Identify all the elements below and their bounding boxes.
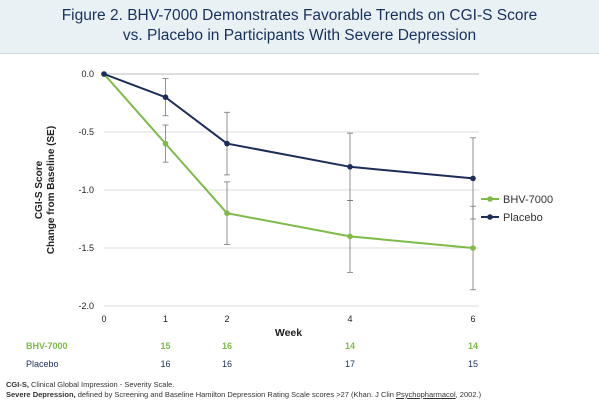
y-tick-label: 0.0 xyxy=(81,69,94,79)
y-tick-label: -1.5 xyxy=(78,243,94,253)
legend-marker-placebo xyxy=(487,214,493,220)
data-point-placebo xyxy=(162,94,169,100)
data-point-bhv-7000 xyxy=(347,233,353,240)
data-point-placebo xyxy=(470,175,476,182)
figure-header: Figure 2. BHV-7000 Demonstrates Favorabl… xyxy=(0,0,599,54)
x-axis-title: Week xyxy=(275,327,302,339)
series-line-placebo xyxy=(103,73,474,180)
n-table-cell-bhv-7000: 14 xyxy=(468,341,478,351)
n-table-cell-bhv-7000: 14 xyxy=(345,341,355,351)
data-point-placebo xyxy=(347,164,353,170)
y-axis-title: CGI-S ScoreChange from Baseline (SE) xyxy=(34,126,57,254)
y-tick-label: -0.5 xyxy=(78,127,94,137)
series-line-bhv-7000 xyxy=(103,73,474,249)
figure-title-line-2: vs. Placebo in Participants With Severe … xyxy=(122,27,477,44)
data-point-placebo xyxy=(224,140,230,147)
line-chart: 0.0 -0.5 -1.0 -1.5 -2.0 0 1 2 4 6 Week CGI-S ScoreC… xyxy=(26,69,553,369)
y-tick-label: -2.0 xyxy=(78,301,94,311)
legend-label-placebo: Placebo xyxy=(503,212,543,224)
x-tick-label: 4 xyxy=(347,314,352,324)
footnote-severe-depression: Severe Depression, defined by Screening … xyxy=(6,390,482,399)
legend-label-bhv-7000: BHV-7000 xyxy=(503,194,553,206)
x-tick-label: 6 xyxy=(470,314,475,324)
n-table-row-label-placebo: Placebo xyxy=(26,359,59,369)
y-axis-title-line-2: Change from Baseline (SE) xyxy=(46,126,57,254)
data-point-bhv-7000 xyxy=(162,140,169,147)
figure-footnote: CGI-S, Clinical Global Impression - Seve… xyxy=(6,380,481,400)
data-point-bhv-7000 xyxy=(224,210,230,216)
x-tick-label: 0 xyxy=(101,314,106,324)
data-point-placebo xyxy=(101,71,107,77)
n-table-cell-bhv-7000: 15 xyxy=(160,341,170,351)
data-point-bhv-7000 xyxy=(470,245,476,251)
legend-marker-bhv-7000 xyxy=(487,196,493,202)
n-table-cell-placebo: 16 xyxy=(222,359,232,369)
x-tick-label: 1 xyxy=(163,314,168,324)
n-table-cell-bhv-7000: 16 xyxy=(222,341,232,351)
y-axis-title-line-1: CGI-S Score xyxy=(34,160,45,219)
figure-title-line-1: Figure 2. BHV-7000 Demonstrates Favorabl… xyxy=(61,7,538,24)
n-table-cell-placebo: 17 xyxy=(345,359,355,369)
n-table-cell-placebo: 16 xyxy=(160,359,170,369)
y-tick-label: -1.0 xyxy=(78,185,94,195)
n-table-row-label-bhv-7000: BHV-7000 xyxy=(26,341,68,351)
x-tick-label: 2 xyxy=(224,314,229,324)
n-table-cell-placebo: 15 xyxy=(468,359,478,369)
footnote-cgis: CGI-S, Clinical Global Impression - Seve… xyxy=(6,380,175,389)
